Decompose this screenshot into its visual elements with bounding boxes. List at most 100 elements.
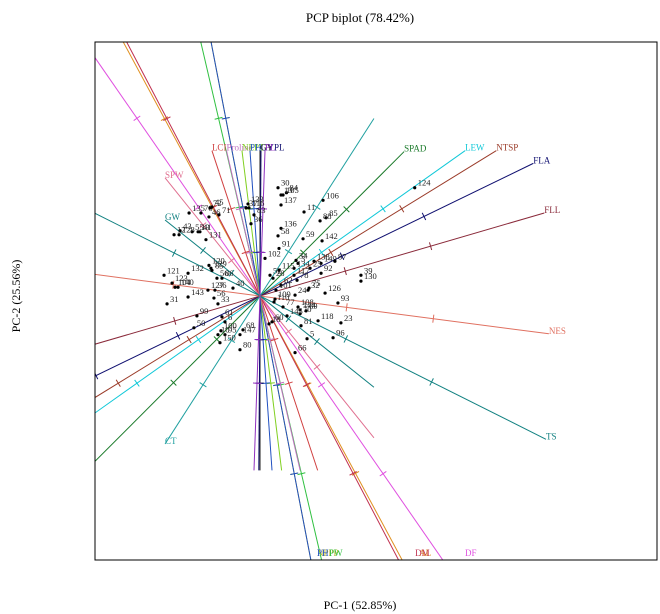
axis-tick [221, 117, 230, 120]
observation-point [178, 229, 182, 233]
observation-label: 23 [344, 313, 353, 323]
observation-label: 36 [218, 280, 227, 290]
axis-tick [343, 267, 347, 276]
observation-point [207, 263, 211, 267]
observation-label: 12 [177, 225, 186, 235]
observation-point [198, 230, 202, 234]
observation-label: 55 [195, 222, 204, 232]
variable-label: LCI [212, 143, 227, 153]
observation-label: 77 [286, 297, 295, 307]
axis-tick [115, 379, 121, 387]
observation-point [279, 203, 283, 207]
observation-point [296, 261, 300, 265]
axis-tick [290, 472, 299, 475]
variable-axis-line [122, 42, 403, 560]
observation-label: 136 [284, 218, 297, 228]
axis-tick [235, 207, 244, 211]
axis-tick [228, 257, 235, 264]
observation-label: 134 [297, 258, 311, 268]
observation-label: 116 [252, 198, 264, 208]
observation-point [212, 296, 216, 300]
observation-label: 145 [290, 306, 303, 316]
observation-point [316, 319, 320, 323]
observation-point [247, 206, 251, 210]
observation-label: 102 [268, 248, 281, 258]
observation-point [162, 273, 166, 277]
axis-tick [313, 364, 321, 370]
observation-point [333, 259, 337, 263]
observation-label: 129 [214, 258, 227, 268]
axis-tick [95, 372, 99, 380]
observation-label: 117 [297, 265, 309, 275]
observation-label: 120 [212, 255, 225, 265]
observation-label: 13 [284, 185, 293, 195]
observation-point [339, 321, 343, 325]
observation-point [238, 333, 242, 337]
plot-area: SPAD LEW NTSPFLAFLLNESTSDFALDMNPPPPWPHSPWG… [86, 42, 566, 560]
axis-tick [276, 381, 285, 385]
axis-tick [284, 249, 293, 255]
observation-label: 81 [304, 316, 313, 326]
observation-point [252, 213, 256, 217]
axis-tick [245, 251, 254, 254]
observation-label: 25 [313, 258, 322, 268]
observation-label: 71 [222, 205, 231, 215]
variable-label: DM [415, 548, 430, 558]
observation-label: 10 [221, 325, 230, 335]
observation-label: 59 [306, 229, 315, 239]
axis-tick [160, 116, 169, 121]
variable-label: GW [165, 212, 180, 222]
observation-point [218, 341, 222, 345]
observation-point [293, 351, 297, 355]
axis-tick [228, 269, 235, 277]
observation-label: 60 [275, 312, 284, 322]
observation-point [307, 286, 311, 290]
observation-point [321, 198, 325, 202]
observation-point [192, 326, 196, 330]
variable-label: NES [549, 326, 566, 336]
axis-tick [421, 212, 427, 221]
axis-tick [214, 116, 223, 120]
observation-label: 100 [224, 321, 237, 331]
observation-point [238, 348, 242, 352]
observation-label: 86 [225, 268, 234, 278]
observation-point [186, 295, 190, 299]
observation-point [320, 239, 324, 243]
observation-point [176, 285, 180, 289]
observation-label: 5 [310, 329, 314, 339]
observation-label: 68 [246, 320, 255, 330]
axis-tick [134, 379, 140, 387]
axis-tick [171, 249, 177, 257]
observation-point [292, 266, 296, 270]
axis-tick [318, 248, 325, 256]
observation-point [210, 205, 214, 209]
observation-point [241, 328, 245, 332]
observation-point [293, 293, 297, 297]
axis-tick [175, 331, 181, 340]
observation-label: 147 [243, 325, 256, 335]
observation-label: 6 [228, 312, 232, 322]
observation-label: 132 [191, 263, 204, 273]
variable-axis-line [95, 151, 405, 463]
observation-label: 37 [249, 198, 258, 208]
axis-tick [86, 269, 87, 277]
variable-label: NTSP [496, 143, 518, 153]
variable-label: SPAD [404, 144, 427, 154]
observation-label: 126 [328, 283, 341, 293]
axis-tick [302, 382, 311, 387]
axis-tick [227, 207, 236, 211]
variable-axis-line [210, 42, 312, 560]
observation-label: 41 [203, 222, 212, 232]
observation-label: 137 [284, 195, 297, 205]
variable-label: NEPT [242, 143, 265, 153]
variable-axis-line [95, 150, 466, 414]
axis-tick [300, 249, 307, 256]
observation-point [312, 259, 316, 263]
observation-point [323, 291, 327, 295]
observation-point [359, 273, 363, 277]
observation-point [249, 222, 253, 226]
axis-tick [317, 382, 326, 388]
axis-tick [285, 315, 292, 323]
observation-label: 91 [282, 238, 291, 248]
variable-label: TS [546, 431, 557, 441]
